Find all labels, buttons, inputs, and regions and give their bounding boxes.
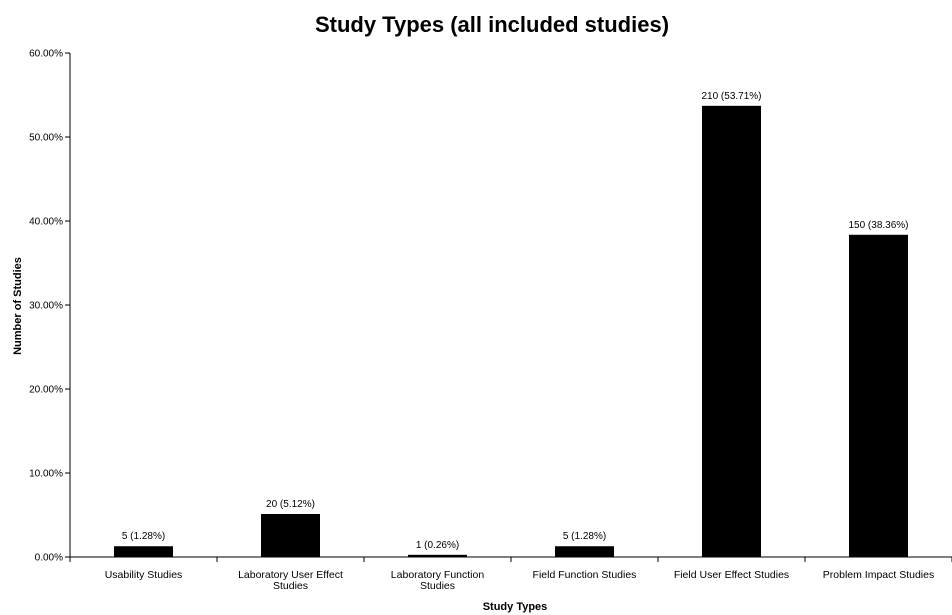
category-label: Field Function Studies [533,569,637,581]
category-label: Laboratory Function Studies [391,569,485,592]
category-label-line: Problem Impact Studies [823,569,934,581]
chart-title: Study Types (all included studies) [315,12,669,37]
category-label-line: Studies [420,580,455,592]
data-label: 5 (1.28%) [563,531,606,542]
y-tick-label: 40.00% [29,217,63,228]
bar [261,513,320,557]
category-label-line: Laboratory User Effect [238,569,343,581]
y-axis-title: Number of Studies [12,257,24,355]
data-labels-group: 5 (1.28%) 20 (5.12%) 1 (0.26%) 5 (1.28%) 210… [122,91,909,551]
category-label-line: Usability Studies [105,569,183,581]
y-axis-ticks: 0.00% 10.00% 20.00% 30.00% 40.00% 50.00% 60.00… [29,49,952,564]
y-tick-label: 60.00% [29,49,63,60]
data-label: 5 (1.28%) [122,531,165,542]
data-label: 210 (53.71%) [701,91,761,102]
category-label: Usability Studies [105,569,183,581]
bar [114,546,173,557]
bar [849,234,908,557]
category-label: Problem Impact Studies [823,569,934,581]
category-label: Laboratory User Effect Studies [238,569,343,592]
bar [555,546,614,557]
bar [408,554,467,557]
category-label: Field User Effect Studies [674,569,789,581]
data-label: 150 (38.36%) [848,220,908,231]
category-labels-group: Usability Studies Laboratory User Effect S… [105,569,935,592]
category-label-line: Studies [273,580,308,592]
y-tick-label: 20.00% [29,385,63,396]
category-label-line: Field User Effect Studies [674,569,789,581]
y-tick-label: 10.00% [29,469,63,480]
data-label: 20 (5.12%) [266,499,315,510]
x-axis-title: Study Types [483,601,548,613]
data-label: 1 (0.26%) [416,540,459,551]
y-tick-label: 0.00% [35,553,63,564]
bars-group [114,105,908,557]
y-tick-label: 50.00% [29,133,63,144]
category-label-line: Laboratory Function [391,569,485,581]
y-tick-label: 30.00% [29,301,63,312]
category-label-line: Field Function Studies [533,569,637,581]
bar [702,105,761,557]
